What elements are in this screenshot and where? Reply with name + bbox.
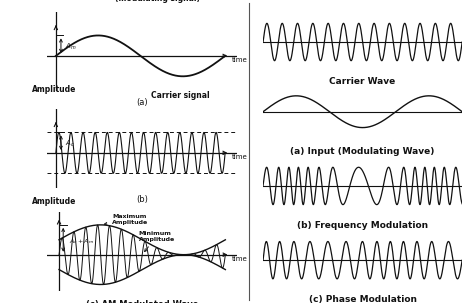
- Text: $A_c$: $A_c$: [65, 138, 75, 149]
- Text: time: time: [232, 256, 248, 262]
- Text: time: time: [232, 57, 248, 63]
- Text: Base band
(modulating signal): Base band (modulating signal): [115, 0, 200, 3]
- Text: Maximum
Amplitude: Maximum Amplitude: [104, 214, 148, 225]
- Text: Minimum
Amplitude: Minimum Amplitude: [139, 231, 175, 251]
- Text: (c) Phase Modulation: (c) Phase Modulation: [309, 295, 417, 303]
- Text: (b): (b): [136, 195, 148, 204]
- Text: (a): (a): [137, 98, 148, 107]
- Text: (b) Frequency Modulation: (b) Frequency Modulation: [297, 221, 428, 230]
- Text: (a) Input (Modulating Wave): (a) Input (Modulating Wave): [291, 147, 435, 155]
- Text: (c) AM Modulated Wave: (c) AM Modulated Wave: [86, 300, 199, 303]
- Text: $A_c + A_m$: $A_c + A_m$: [69, 237, 94, 246]
- Text: Carrier signal: Carrier signal: [151, 91, 210, 100]
- Text: $A_m$: $A_m$: [65, 42, 77, 52]
- Text: Amplitude: Amplitude: [32, 197, 77, 206]
- Text: Amplitude: Amplitude: [32, 85, 77, 94]
- Text: time: time: [232, 154, 248, 160]
- Text: Carrier Wave: Carrier Wave: [329, 77, 396, 86]
